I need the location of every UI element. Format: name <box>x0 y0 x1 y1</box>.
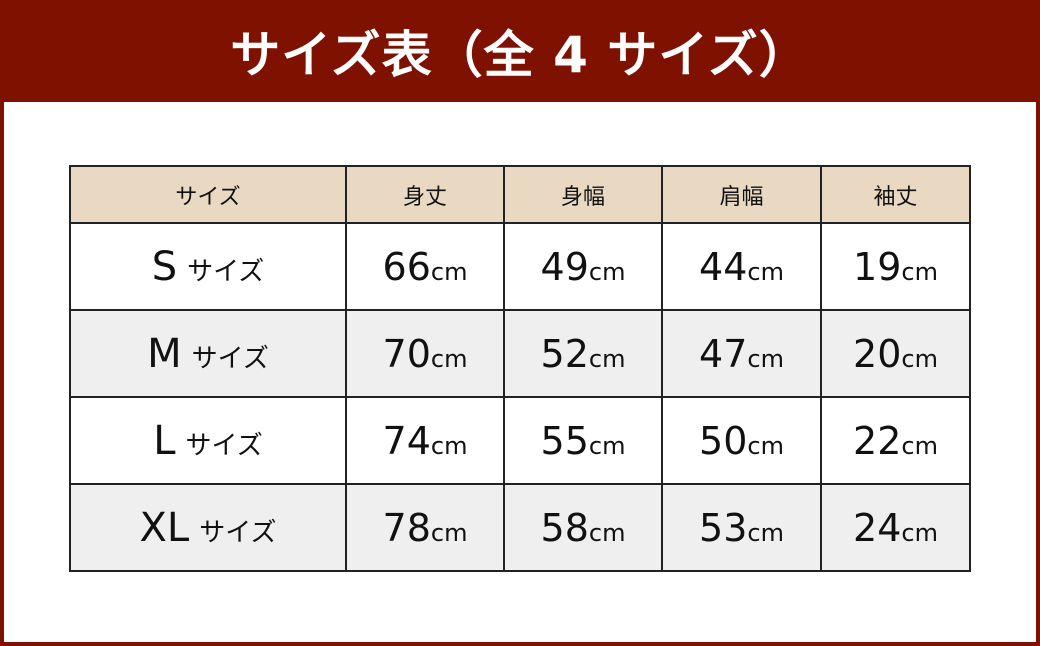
unit-label: cm <box>901 431 938 460</box>
measurement-value: 58 <box>540 505 589 550</box>
table-row: S サイズ 66cm 49cm 44cm 19cm <box>69 222 971 311</box>
measurement-value: 47 <box>699 331 748 376</box>
unit-label: cm <box>901 518 938 547</box>
unit-label: cm <box>430 518 468 547</box>
measurement-cell: 20cm <box>820 309 971 398</box>
unit-label: cm <box>747 431 784 460</box>
size-suffix: サイズ <box>199 517 277 548</box>
measurement-cell: 44cm <box>661 222 822 311</box>
unit-label: cm <box>588 344 626 373</box>
size-table: サイズ 身丈 身幅 肩幅 袖丈 S サイズ 66cm 49cm 44cm 19cm M サイズ… <box>69 165 971 572</box>
size-label: L <box>153 417 176 464</box>
size-suffix: サイズ <box>191 343 269 374</box>
table-header-row: サイズ 身丈 身幅 肩幅 袖丈 <box>69 165 971 224</box>
page-title: サイズ表（全 4 サイズ） <box>230 26 810 84</box>
size-label: S <box>151 243 178 290</box>
measurement-cell: 74cm <box>345 396 505 485</box>
measurement-value: 22 <box>853 418 902 463</box>
unit-label: cm <box>588 431 626 460</box>
measurement-value: 19 <box>853 244 902 289</box>
unit-label: cm <box>747 344 784 373</box>
size-suffix: サイズ <box>185 430 263 461</box>
header-width: 身幅 <box>503 165 663 224</box>
unit-label: cm <box>588 518 626 547</box>
measurement-cell: 52cm <box>503 309 663 398</box>
size-suffix: サイズ <box>187 256 265 287</box>
measurement-cell: 58cm <box>503 483 663 572</box>
measurement-cell: 70cm <box>345 309 505 398</box>
measurement-cell: 47cm <box>661 309 822 398</box>
measurement-cell: 49cm <box>503 222 663 311</box>
measurement-value: 44 <box>699 244 748 289</box>
measurement-value: 55 <box>540 418 589 463</box>
size-label: XL <box>139 504 190 551</box>
header-sleeve: 袖丈 <box>820 165 971 224</box>
size-cell: L サイズ <box>69 396 347 485</box>
table-row: M サイズ 70cm 52cm 47cm 20cm <box>69 309 971 398</box>
measurement-value: 70 <box>382 331 431 376</box>
measurement-value: 78 <box>382 505 431 550</box>
measurement-cell: 19cm <box>820 222 971 311</box>
measurement-cell: 22cm <box>820 396 971 485</box>
unit-label: cm <box>430 431 468 460</box>
measurement-value: 52 <box>540 331 589 376</box>
unit-label: cm <box>430 344 468 373</box>
measurement-value: 49 <box>540 244 589 289</box>
header-size: サイズ <box>69 165 347 224</box>
table-row: L サイズ 74cm 55cm 50cm 22cm <box>69 396 971 485</box>
unit-label: cm <box>588 257 626 286</box>
header-shoulder: 肩幅 <box>661 165 822 224</box>
measurement-cell: 24cm <box>820 483 971 572</box>
measurement-cell: 53cm <box>661 483 822 572</box>
measurement-value: 50 <box>699 418 748 463</box>
unit-label: cm <box>747 257 784 286</box>
size-label: M <box>147 330 182 377</box>
measurement-value: 24 <box>853 505 902 550</box>
measurement-value: 66 <box>382 244 431 289</box>
measurement-cell: 50cm <box>661 396 822 485</box>
unit-label: cm <box>901 257 938 286</box>
measurement-cell: 55cm <box>503 396 663 485</box>
measurement-cell: 78cm <box>345 483 505 572</box>
unit-label: cm <box>901 344 938 373</box>
table-row: XL サイズ 78cm 58cm 53cm 24cm <box>69 483 971 572</box>
measurement-value: 74 <box>382 418 431 463</box>
measurement-cell: 66cm <box>345 222 505 311</box>
measurement-value: 53 <box>699 505 748 550</box>
unit-label: cm <box>747 518 784 547</box>
size-cell: M サイズ <box>69 309 347 398</box>
unit-label: cm <box>430 257 468 286</box>
header-length: 身丈 <box>345 165 505 224</box>
measurement-value: 20 <box>853 331 902 376</box>
size-cell: S サイズ <box>69 222 347 311</box>
size-cell: XL サイズ <box>69 483 347 572</box>
